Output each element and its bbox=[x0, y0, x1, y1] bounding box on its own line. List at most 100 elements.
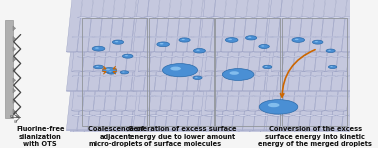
Polygon shape bbox=[342, 76, 358, 130]
Text: Coalescence of
adjacent
micro-droplets: Coalescence of adjacent micro-droplets bbox=[88, 126, 144, 147]
Ellipse shape bbox=[67, 90, 77, 92]
Ellipse shape bbox=[187, 130, 197, 131]
Polygon shape bbox=[133, 115, 149, 148]
Polygon shape bbox=[275, 0, 291, 52]
Ellipse shape bbox=[99, 51, 109, 52]
Ellipse shape bbox=[265, 17, 275, 18]
Ellipse shape bbox=[126, 36, 136, 38]
Polygon shape bbox=[226, 17, 243, 71]
Ellipse shape bbox=[166, 17, 176, 18]
Ellipse shape bbox=[198, 17, 208, 18]
Polygon shape bbox=[181, 96, 198, 148]
Polygon shape bbox=[277, 0, 293, 52]
Ellipse shape bbox=[67, 51, 77, 52]
Polygon shape bbox=[155, 115, 170, 148]
Ellipse shape bbox=[248, 76, 259, 77]
Polygon shape bbox=[160, 96, 176, 148]
Ellipse shape bbox=[203, 71, 214, 72]
Ellipse shape bbox=[110, 130, 120, 131]
Ellipse shape bbox=[133, 90, 143, 92]
Circle shape bbox=[315, 41, 318, 42]
Polygon shape bbox=[200, 115, 215, 148]
Circle shape bbox=[193, 76, 202, 79]
Bar bbox=[282, 18, 347, 126]
Ellipse shape bbox=[281, 76, 291, 77]
Circle shape bbox=[96, 66, 99, 67]
Ellipse shape bbox=[149, 71, 160, 72]
Ellipse shape bbox=[115, 71, 125, 72]
Circle shape bbox=[328, 50, 331, 51]
Ellipse shape bbox=[115, 76, 125, 77]
Ellipse shape bbox=[193, 76, 203, 77]
Polygon shape bbox=[187, 0, 203, 52]
Ellipse shape bbox=[104, 110, 115, 111]
Polygon shape bbox=[133, 0, 149, 52]
Ellipse shape bbox=[155, 17, 165, 18]
Ellipse shape bbox=[266, 90, 276, 92]
Ellipse shape bbox=[283, 115, 293, 116]
Polygon shape bbox=[181, 57, 198, 111]
Ellipse shape bbox=[126, 115, 136, 116]
Polygon shape bbox=[99, 76, 115, 130]
Ellipse shape bbox=[277, 51, 287, 52]
Ellipse shape bbox=[304, 110, 314, 111]
Ellipse shape bbox=[166, 95, 176, 96]
Ellipse shape bbox=[77, 90, 88, 92]
Polygon shape bbox=[271, 96, 288, 148]
Polygon shape bbox=[160, 17, 176, 71]
Polygon shape bbox=[77, 37, 93, 91]
Polygon shape bbox=[126, 57, 142, 111]
Ellipse shape bbox=[126, 71, 136, 72]
Polygon shape bbox=[146, 126, 217, 127]
Polygon shape bbox=[221, 37, 237, 91]
Ellipse shape bbox=[132, 17, 142, 18]
Ellipse shape bbox=[254, 95, 264, 96]
Ellipse shape bbox=[142, 130, 152, 131]
Ellipse shape bbox=[120, 130, 131, 131]
Ellipse shape bbox=[203, 36, 214, 38]
Ellipse shape bbox=[132, 56, 142, 57]
Polygon shape bbox=[320, 37, 336, 91]
Ellipse shape bbox=[88, 130, 98, 131]
Polygon shape bbox=[210, 37, 226, 91]
Circle shape bbox=[194, 49, 205, 53]
Ellipse shape bbox=[259, 71, 269, 72]
Circle shape bbox=[326, 49, 335, 53]
Ellipse shape bbox=[139, 36, 149, 38]
Ellipse shape bbox=[299, 56, 309, 57]
Bar bbox=[215, 18, 280, 126]
Polygon shape bbox=[176, 115, 192, 148]
Ellipse shape bbox=[238, 36, 248, 38]
Ellipse shape bbox=[77, 56, 88, 57]
Ellipse shape bbox=[248, 115, 259, 116]
Polygon shape bbox=[232, 115, 248, 148]
Ellipse shape bbox=[198, 130, 208, 131]
Polygon shape bbox=[209, 115, 225, 148]
Ellipse shape bbox=[309, 90, 320, 92]
Circle shape bbox=[259, 45, 270, 48]
Text: O: O bbox=[9, 115, 13, 119]
Polygon shape bbox=[254, 115, 270, 148]
Ellipse shape bbox=[227, 36, 237, 38]
Ellipse shape bbox=[336, 36, 347, 38]
Ellipse shape bbox=[214, 36, 225, 38]
Ellipse shape bbox=[243, 51, 253, 52]
Polygon shape bbox=[120, 0, 136, 52]
Ellipse shape bbox=[209, 90, 219, 92]
Ellipse shape bbox=[121, 17, 131, 18]
Polygon shape bbox=[187, 115, 203, 148]
Polygon shape bbox=[259, 57, 275, 111]
Polygon shape bbox=[243, 0, 259, 52]
Ellipse shape bbox=[275, 51, 285, 52]
Polygon shape bbox=[79, 17, 150, 18]
Polygon shape bbox=[259, 96, 275, 148]
Ellipse shape bbox=[304, 36, 314, 38]
Polygon shape bbox=[192, 96, 208, 148]
Polygon shape bbox=[138, 96, 154, 148]
Ellipse shape bbox=[181, 110, 192, 111]
Ellipse shape bbox=[115, 36, 125, 38]
Circle shape bbox=[112, 40, 124, 44]
Ellipse shape bbox=[139, 76, 149, 77]
Circle shape bbox=[263, 65, 272, 69]
Polygon shape bbox=[115, 17, 131, 71]
